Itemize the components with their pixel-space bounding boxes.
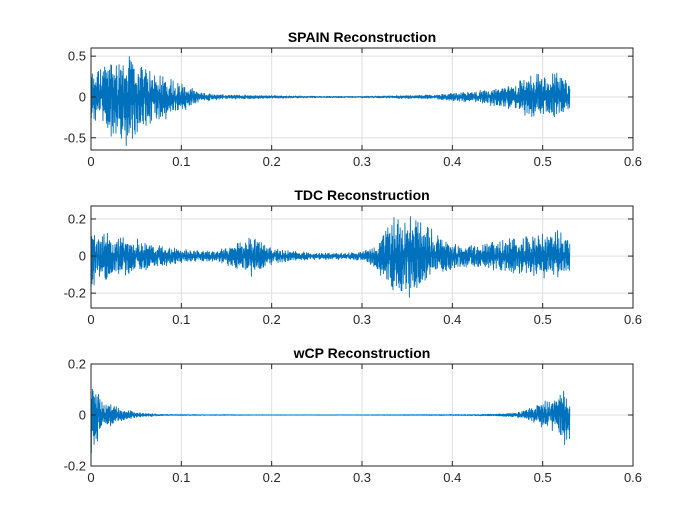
tdc-x-tick-label: 0.4 [443, 312, 461, 327]
spain-x-tick-label: 0.4 [443, 154, 461, 169]
wcp-y-tick-label: 0.2 [68, 357, 86, 372]
tdc-y-tick-label: -0.2 [64, 286, 86, 301]
tdc-y-tick-label: 0 [79, 249, 86, 264]
spain-signal-line [91, 56, 571, 147]
spain-y-tick-label: 0 [79, 89, 86, 104]
spain-x-tick-label: 0.1 [172, 154, 190, 169]
spain-y-tick-label: -0.5 [64, 130, 86, 145]
tdc-x-tick-label: 0.3 [353, 312, 371, 327]
wcp-y-tick-label: -0.2 [64, 459, 86, 474]
spain-y-tick-label: 0.5 [68, 49, 86, 64]
wcp-x-tick-label: 0.6 [624, 470, 642, 485]
tdc-x-tick-label: 0 [87, 312, 94, 327]
wcp-signal-line [91, 388, 571, 454]
wcp-y-tick-label: 0 [79, 408, 86, 423]
wcp-x-tick-label: 0.3 [353, 470, 371, 485]
tdc-x-tick-label: 0.5 [534, 312, 552, 327]
wcp-chart-title: wCP Reconstruction [293, 345, 431, 361]
tdc-y-tick-label: 0.2 [68, 211, 86, 226]
spain-x-tick-label: 0.2 [263, 154, 281, 169]
wcp-x-tick-label: 0.5 [534, 470, 552, 485]
wcp-x-tick-label: 0.4 [443, 470, 461, 485]
tdc-x-tick-label: 0.2 [263, 312, 281, 327]
tdc-x-tick-label: 0.1 [172, 312, 190, 327]
tdc-chart-title: TDC Reconstruction [294, 187, 429, 203]
tdc-x-tick-label: 0.6 [624, 312, 642, 327]
spain-x-tick-label: 0 [87, 154, 94, 169]
spain-chart-title: SPAIN Reconstruction [288, 29, 436, 45]
spain-x-tick-label: 0.5 [534, 154, 552, 169]
wcp-x-tick-label: 0.2 [263, 470, 281, 485]
tdc-signal-line [91, 216, 571, 298]
wcp-x-tick-label: 0 [87, 470, 94, 485]
spain-x-tick-label: 0.3 [353, 154, 371, 169]
wcp-x-tick-label: 0.1 [172, 470, 190, 485]
spain-x-tick-label: 0.6 [624, 154, 642, 169]
